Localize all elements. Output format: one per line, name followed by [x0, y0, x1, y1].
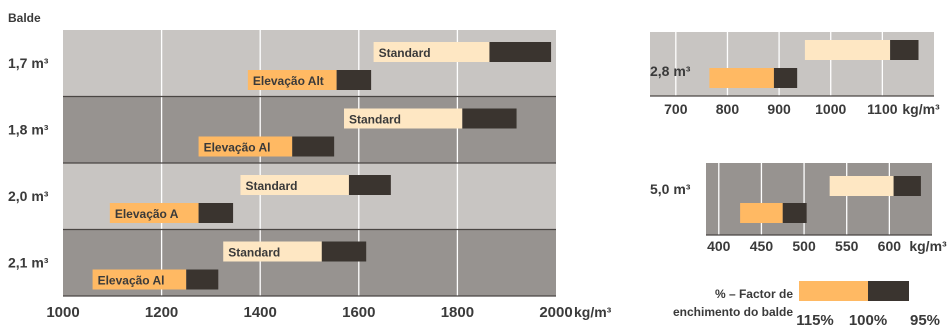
bucket-label: 1,7 m³ — [8, 55, 49, 71]
legend-label: enchimento do balde — [673, 305, 793, 319]
bar-label: Standard — [349, 113, 401, 127]
y-axis-label: Balde — [8, 11, 41, 25]
x-tick-label: 1000 — [46, 304, 79, 321]
range-bar: Standard — [344, 108, 517, 129]
x-tick-label: 600 — [878, 238, 902, 254]
range-bar: Elevação Alt — [247, 70, 372, 90]
bar-segment-dark — [198, 203, 234, 223]
x-tick-label: 1200 — [145, 304, 178, 321]
bar-segment-light — [344, 108, 463, 129]
bar-segment-light — [240, 175, 349, 195]
range-bar — [829, 176, 921, 196]
bar-segment-light — [198, 136, 293, 157]
bar-label: Standard — [245, 179, 297, 193]
range-bar: Elevação A — [109, 203, 234, 223]
bar-segment-light — [804, 40, 891, 60]
x-axis-unit: kg/m³ — [909, 238, 947, 254]
bar-segment-dark — [292, 136, 335, 157]
bar-segment-dark — [348, 175, 391, 195]
x-tick-label: 1400 — [244, 304, 277, 321]
range-bar: Standard — [373, 42, 552, 62]
bar-segment-dark — [782, 203, 807, 223]
bar-segment-dark — [321, 241, 367, 262]
bar-label: Standard — [228, 246, 280, 260]
range-bar — [709, 68, 798, 88]
legend-swatch-dark — [868, 281, 909, 301]
bucket-label: 5,0 m³ — [650, 181, 691, 197]
bar-segment-light — [247, 70, 337, 90]
bar-label: Elevação Al — [204, 141, 271, 155]
legend-tick: 115% — [796, 312, 834, 329]
x-tick-label: 2000 — [539, 304, 572, 321]
bucket-label: 2,8 m³ — [650, 63, 691, 79]
bar-segment-light — [373, 42, 490, 62]
legend-tick: 95% — [910, 312, 940, 329]
x-tick-label: 1600 — [342, 304, 375, 321]
range-bar — [804, 40, 919, 60]
range-bar — [740, 203, 807, 223]
x-tick-label: 1000 — [815, 101, 846, 117]
bar-label: Elevação Al — [98, 274, 165, 288]
bar-segment-dark — [489, 42, 552, 62]
bar-label: Elevação A — [115, 207, 179, 221]
bar-segment-dark — [336, 70, 372, 90]
bar-label: Elevação Alt — [253, 74, 324, 88]
bucket-label: 1,8 m³ — [8, 122, 49, 138]
bar-segment-light — [829, 176, 894, 196]
legend-swatch-orange — [799, 281, 868, 301]
bar-segment-light — [740, 203, 783, 223]
bar-segment-light — [223, 241, 322, 262]
x-tick-label: 1100 — [867, 101, 898, 117]
x-tick-label: 700 — [664, 101, 688, 117]
x-tick-label: 800 — [716, 101, 740, 117]
panel-band — [706, 163, 932, 235]
bar-segment-dark — [893, 176, 921, 196]
range-bar: Standard — [240, 175, 391, 195]
bar-label: Standard — [379, 46, 431, 60]
x-tick-label: 900 — [767, 101, 791, 117]
bucket-label: 2,1 m³ — [8, 255, 49, 271]
range-bar: Elevação Al — [92, 269, 219, 290]
range-bar: Elevação Al — [198, 136, 335, 157]
legend-label: % – Factor de — [715, 287, 793, 301]
x-tick-label: 400 — [707, 238, 731, 254]
bar-segment-light — [92, 269, 187, 290]
bar-segment-dark — [462, 108, 517, 129]
bar-segment-dark — [890, 40, 919, 60]
x-tick-label: 1800 — [441, 304, 474, 321]
bar-segment-light — [709, 68, 774, 88]
range-bar: Standard — [223, 241, 367, 262]
legend-tick: 100% — [849, 312, 887, 329]
bar-segment-light — [109, 203, 199, 223]
x-tick-label: 450 — [750, 238, 774, 254]
bucket-label: 2,0 m³ — [8, 188, 49, 204]
x-axis-unit: kg/m³ — [902, 101, 940, 117]
x-tick-label: 500 — [792, 238, 816, 254]
bar-segment-dark — [773, 68, 798, 88]
x-tick-label: 550 — [835, 238, 859, 254]
x-axis-unit: kg/m³ — [574, 304, 612, 320]
bar-segment-dark — [186, 269, 219, 290]
legend: % – Factor de enchimento do balde 115% 100%… — [673, 281, 940, 329]
